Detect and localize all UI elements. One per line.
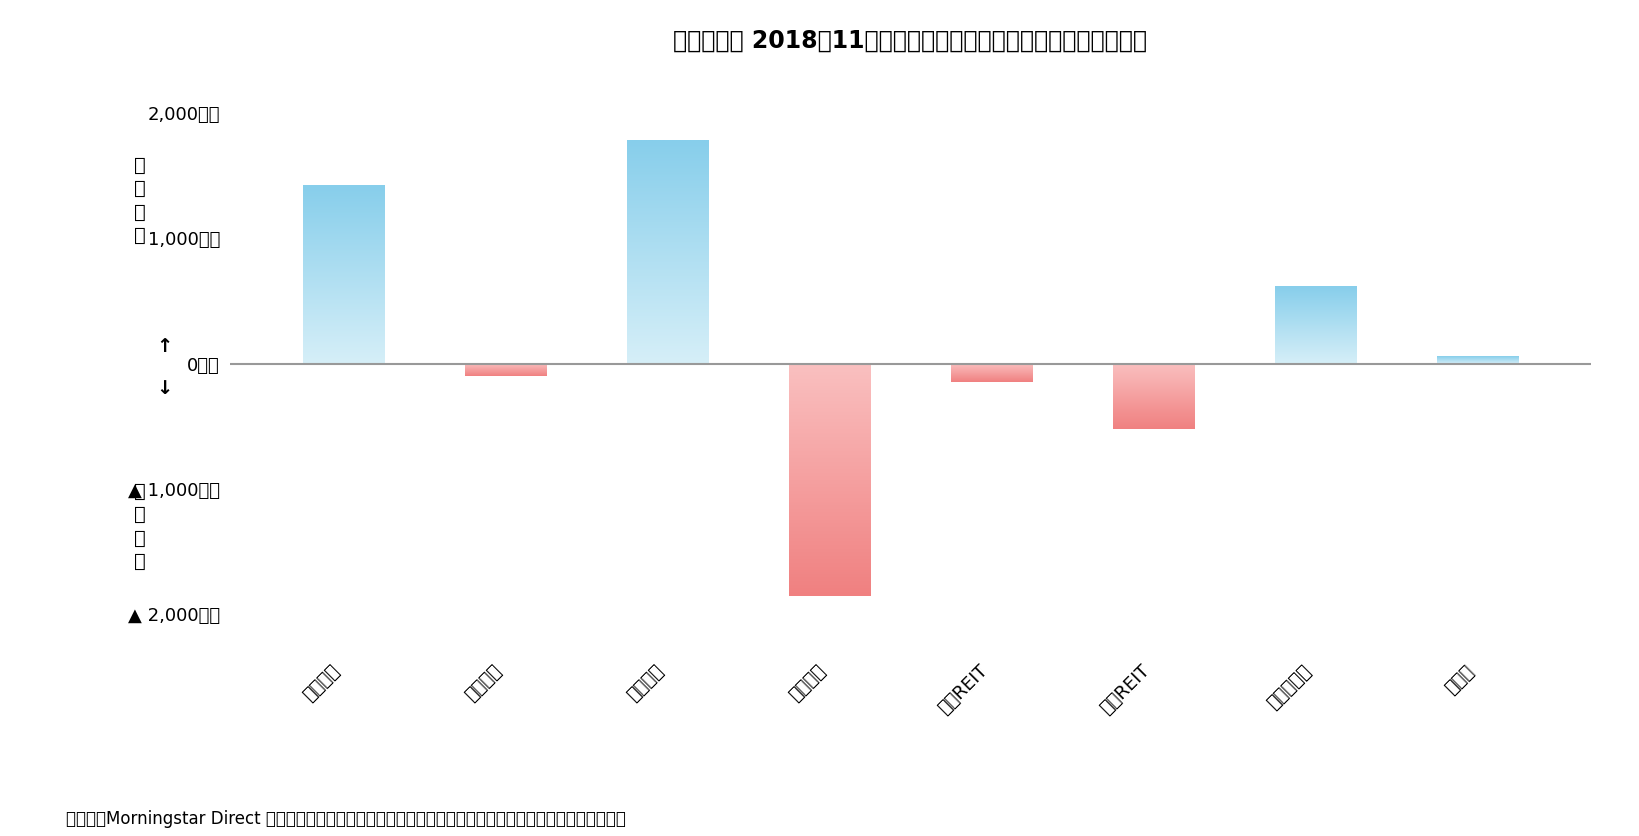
- Text: ↑: ↑: [156, 338, 172, 356]
- Text: ↓: ↓: [156, 380, 172, 398]
- Text: （資料）Morningstar Direct を用いて筆者集計。各資産クラスはイボットソン分類を用いてファンドを分類。: （資料）Morningstar Direct を用いて筆者集計。各資産クラスはイ…: [66, 809, 624, 828]
- Text: 資
金
流
入: 資 金 流 入: [133, 155, 146, 246]
- Text: 資
金
流
出: 資 金 流 出: [133, 482, 146, 572]
- Title: 『図表１』 2018年11月の日本籍追加型株式投信の推計資金流出入: 『図表１』 2018年11月の日本籍追加型株式投信の推計資金流出入: [672, 28, 1147, 53]
